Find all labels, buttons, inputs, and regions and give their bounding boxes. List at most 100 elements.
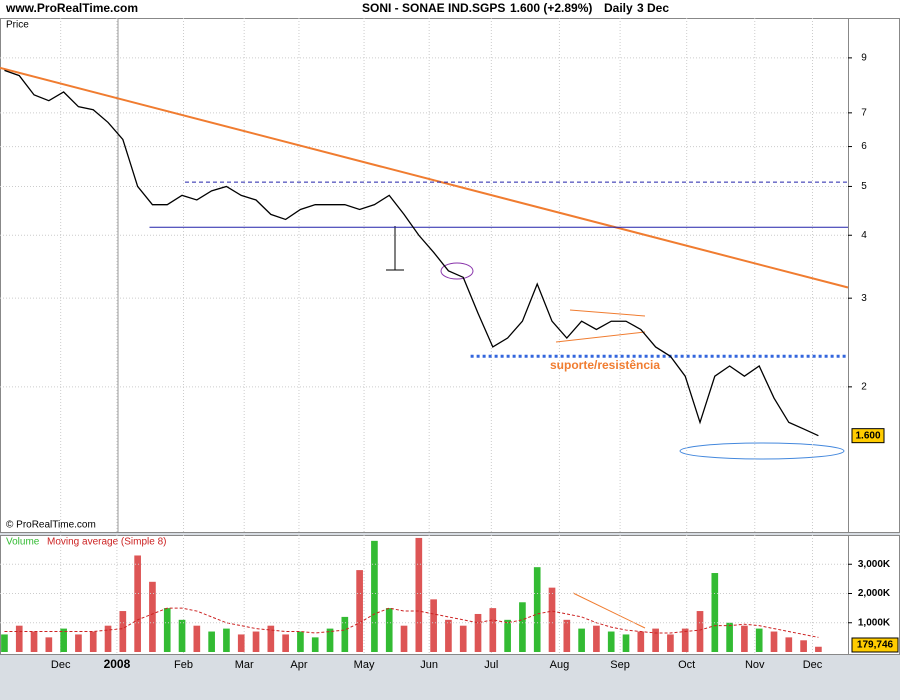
volume-bar (119, 611, 127, 652)
volume-bar (578, 628, 585, 652)
x-tick-label: Feb (174, 659, 193, 671)
volume-bar (341, 616, 349, 652)
triangle-pattern (555, 309, 646, 343)
volume-bar (89, 631, 97, 652)
volume-bar (297, 631, 304, 652)
volume-bar (726, 622, 733, 652)
annotation: suporte/resistência (550, 358, 660, 372)
last-value-label: 1.600 (855, 430, 880, 441)
price-panel (0, 18, 849, 533)
x-tick-label: Jul (484, 659, 498, 671)
volume-bar (385, 608, 393, 652)
volume-bar (415, 537, 423, 652)
x-tick-label: Nov (745, 659, 765, 671)
highlight-ellipse (679, 442, 845, 460)
volume-trend (572, 592, 646, 629)
x-tick-label: Mar (235, 659, 254, 671)
period: Daily (604, 1, 633, 15)
y-tick-label: 1,000K (858, 617, 891, 628)
volume-bar (356, 570, 363, 652)
volume-bar (696, 611, 704, 652)
volume-bar (134, 555, 141, 652)
volume-bar (741, 625, 748, 652)
x-tick-label: Sep (610, 659, 630, 671)
volume-bar (667, 634, 674, 652)
volume-bar (237, 634, 245, 652)
volume-bar (30, 631, 38, 652)
volume-bar (652, 628, 659, 652)
x-tick-label: Oct (678, 659, 695, 671)
y-tick-label: 4 (861, 230, 867, 241)
volume-bar (15, 625, 23, 652)
date: 3 Dec (637, 1, 669, 15)
y-tick-label: 3 (861, 293, 867, 304)
volume-bar (593, 625, 600, 652)
volume-bar (607, 631, 615, 652)
volume-bar (519, 602, 526, 652)
volume-bar (770, 631, 778, 652)
x-tick-label: 2008 (104, 657, 131, 671)
volume-bar (474, 613, 482, 652)
gap-marker (386, 226, 404, 271)
volume-bar (75, 634, 82, 652)
volume-bar (326, 628, 334, 652)
volume-bar (637, 631, 645, 652)
y-tick-label: 9 (861, 53, 867, 64)
y-tick-label: 6 (861, 141, 867, 152)
trend-line (0, 66, 849, 289)
header-bar (0, 0, 900, 18)
volume-bar (1, 634, 8, 652)
volume-bar (371, 540, 378, 652)
quote: 1.600 (+2.89%) (510, 1, 592, 15)
volume-bar (800, 640, 807, 652)
volume-bar (489, 608, 497, 652)
volume-bar (60, 628, 67, 652)
ma-legend: Moving average (Simple 8) (47, 537, 167, 548)
volume-bar (445, 619, 452, 652)
volume-bar (548, 587, 556, 652)
volume-bar (223, 628, 230, 652)
x-tick-label: Jun (420, 659, 438, 671)
price-axis-panel (848, 18, 900, 533)
volume-bar (193, 625, 201, 652)
volume-bar (755, 628, 763, 652)
price-line (4, 69, 819, 437)
y-tick-label: 7 (861, 107, 867, 118)
last-value-label: 179,746 (857, 640, 894, 651)
y-tick-label: 2,000K (858, 588, 891, 599)
volume-bar (104, 625, 112, 652)
last-value-box (851, 428, 885, 444)
volume-bar (282, 634, 289, 652)
volume-bar (815, 646, 822, 652)
volume-axis-panel (848, 535, 900, 655)
last-value-box (851, 637, 899, 653)
volume-bar (252, 631, 260, 652)
y-tick-label: 3,000K (858, 559, 891, 570)
x-tick-label: Dec (51, 659, 71, 671)
volume-bar (430, 599, 437, 652)
volume-bar (311, 637, 319, 652)
volume-bar (504, 619, 511, 652)
volume-bar (400, 625, 408, 652)
volume-bar (45, 637, 53, 652)
volume-bar (163, 608, 171, 652)
moving-average (4, 607, 819, 638)
site: www.ProRealTime.com (5, 1, 138, 15)
volume-bar (533, 567, 541, 652)
volume-panel (0, 535, 849, 655)
highlight-ellipse (440, 262, 474, 280)
volume-bar (459, 625, 467, 652)
volume-bar (267, 625, 275, 652)
volume-bar (178, 619, 186, 652)
y-tick-label: 2 (861, 381, 867, 392)
x-tick-label: Aug (550, 659, 570, 671)
volume-bar (208, 631, 215, 652)
volume-bar (149, 581, 156, 652)
y-axis-label: Price (6, 20, 29, 31)
x-tick-label: May (354, 659, 375, 671)
x-tick-label: Apr (290, 659, 307, 671)
volume-bar (681, 628, 689, 652)
volume-bar (785, 637, 793, 652)
volume-bar (711, 573, 719, 652)
